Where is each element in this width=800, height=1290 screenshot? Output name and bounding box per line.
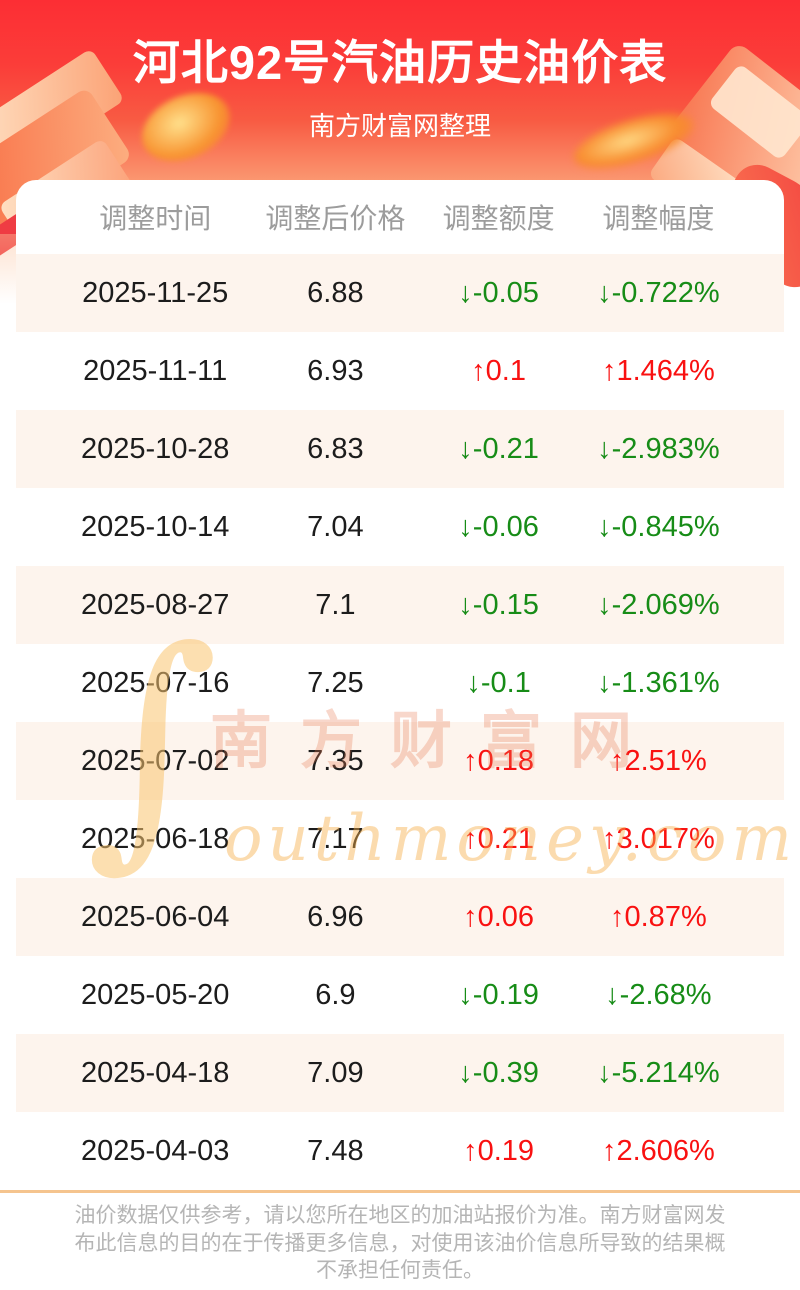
table-row: 2025-04-03 7.48 ↑0.19 ↑2.606% bbox=[16, 1112, 784, 1190]
price-cell: 6.93 bbox=[307, 354, 364, 387]
price-cell: 7.35 bbox=[307, 744, 364, 777]
table-row: 2025-10-14 7.04 ↓-0.06 ↓-0.845% bbox=[16, 488, 784, 566]
date-cell: 2025-06-04 bbox=[81, 900, 230, 933]
column-header-percent: 调整幅度 bbox=[602, 203, 715, 234]
percent-cell: ↑2.51% bbox=[610, 744, 707, 777]
date-cell: 2025-07-16 bbox=[81, 666, 230, 699]
date-cell: 2025-04-03 bbox=[81, 1134, 230, 1167]
change-cell: ↓-0.39 bbox=[458, 1056, 539, 1089]
table-row: 2025-04-18 7.09 ↓-0.39 ↓-5.214% bbox=[16, 1034, 784, 1112]
percent-cell: ↓-5.214% bbox=[597, 1056, 720, 1089]
percent-cell: ↓-0.845% bbox=[597, 510, 720, 543]
change-cell: ↓-0.1 bbox=[466, 666, 531, 699]
change-cell: ↑0.06 bbox=[463, 900, 535, 933]
table-row: 2025-05-20 6.9 ↓-0.19 ↓-2.68% bbox=[16, 956, 784, 1034]
percent-cell: ↓-0.722% bbox=[597, 276, 720, 309]
change-cell: ↓-0.21 bbox=[458, 432, 539, 465]
change-cell: ↓-0.06 bbox=[458, 510, 539, 543]
percent-cell: ↑0.87% bbox=[610, 900, 707, 933]
change-cell: ↓-0.15 bbox=[458, 588, 539, 621]
date-cell: 2025-10-28 bbox=[81, 432, 230, 465]
change-cell: ↑0.1 bbox=[471, 354, 526, 387]
table-row: 2025-07-02 7.35 ↑0.18 ↑2.51% bbox=[16, 722, 784, 800]
date-cell: 2025-06-18 bbox=[81, 822, 230, 855]
date-cell: 2025-11-25 bbox=[82, 276, 229, 309]
percent-cell: ↓-2.069% bbox=[597, 588, 720, 621]
table-row: 2025-06-04 6.96 ↑0.06 ↑0.87% bbox=[16, 878, 784, 956]
table-row: 2025-11-25 6.88 ↓-0.05 ↓-0.722% bbox=[16, 254, 784, 332]
page-title: 河北92号汽油历史油价表 bbox=[132, 36, 668, 89]
price-table-card: 调整时间 调整后价格 调整额度 调整幅度 2025-11-25 6.88 ↓-0.0… bbox=[16, 180, 784, 1190]
change-cell: ↓-0.19 bbox=[458, 978, 539, 1011]
table-header-row: 调整时间 调整后价格 调整额度 调整幅度 bbox=[16, 180, 784, 254]
table-row: 2025-11-11 6.93 ↑0.1 ↑1.464% bbox=[16, 332, 784, 410]
percent-cell: ↓-1.361% bbox=[597, 666, 720, 699]
price-cell: 6.83 bbox=[307, 432, 364, 465]
price-cell: 7.17 bbox=[307, 822, 364, 855]
date-cell: 2025-07-02 bbox=[81, 744, 230, 777]
table-row: 2025-08-27 7.1 ↓-0.15 ↓-2.069% bbox=[16, 566, 784, 644]
change-cell: ↑0.19 bbox=[463, 1134, 535, 1167]
price-cell: 7.1 bbox=[315, 588, 356, 621]
price-cell: 7.25 bbox=[307, 666, 364, 699]
table-body: 2025-11-25 6.88 ↓-0.05 ↓-0.722% 2025-11-11 6.… bbox=[16, 254, 784, 1190]
percent-cell: ↓-2.68% bbox=[605, 978, 712, 1011]
percent-cell: ↑3.017% bbox=[601, 822, 715, 855]
percent-cell: ↓-2.983% bbox=[597, 432, 720, 465]
percent-cell: ↑2.606% bbox=[601, 1134, 715, 1167]
column-header-date: 调整时间 bbox=[99, 203, 212, 234]
date-cell: 2025-04-18 bbox=[81, 1056, 230, 1089]
table-row: 2025-06-18 7.17 ↑0.21 ↑3.017% bbox=[16, 800, 784, 878]
change-cell: ↑0.21 bbox=[463, 822, 535, 855]
percent-cell: ↑1.464% bbox=[601, 354, 715, 387]
change-cell: ↓-0.05 bbox=[458, 276, 539, 309]
date-cell: 2025-05-20 bbox=[81, 978, 230, 1011]
date-cell: 2025-08-27 bbox=[81, 588, 230, 621]
change-cell: ↑0.18 bbox=[463, 744, 535, 777]
price-cell: 7.48 bbox=[307, 1134, 364, 1167]
price-cell: 6.88 bbox=[307, 276, 364, 309]
footer-divider bbox=[0, 1190, 800, 1193]
footer-disclaimer: 油价数据仅供参考，请以您所在地区的加油站报价为准。南方财富网发布此信息的目的在于… bbox=[74, 1204, 726, 1282]
table-row: 2025-10-28 6.83 ↓-0.21 ↓-2.983% bbox=[16, 410, 784, 488]
price-cell: 7.09 bbox=[307, 1056, 364, 1089]
table-row: 2025-07-16 7.25 ↓-0.1 ↓-1.361% bbox=[16, 644, 784, 722]
price-cell: 7.04 bbox=[307, 510, 364, 543]
page-subtitle: 南方财富网整理 bbox=[308, 111, 491, 141]
column-header-price: 调整后价格 bbox=[265, 203, 406, 234]
price-cell: 6.96 bbox=[307, 900, 364, 933]
date-cell: 2025-10-14 bbox=[81, 510, 230, 543]
column-header-change: 调整额度 bbox=[442, 203, 555, 234]
date-cell: 2025-11-11 bbox=[83, 354, 228, 387]
price-cell: 6.9 bbox=[315, 978, 356, 1011]
